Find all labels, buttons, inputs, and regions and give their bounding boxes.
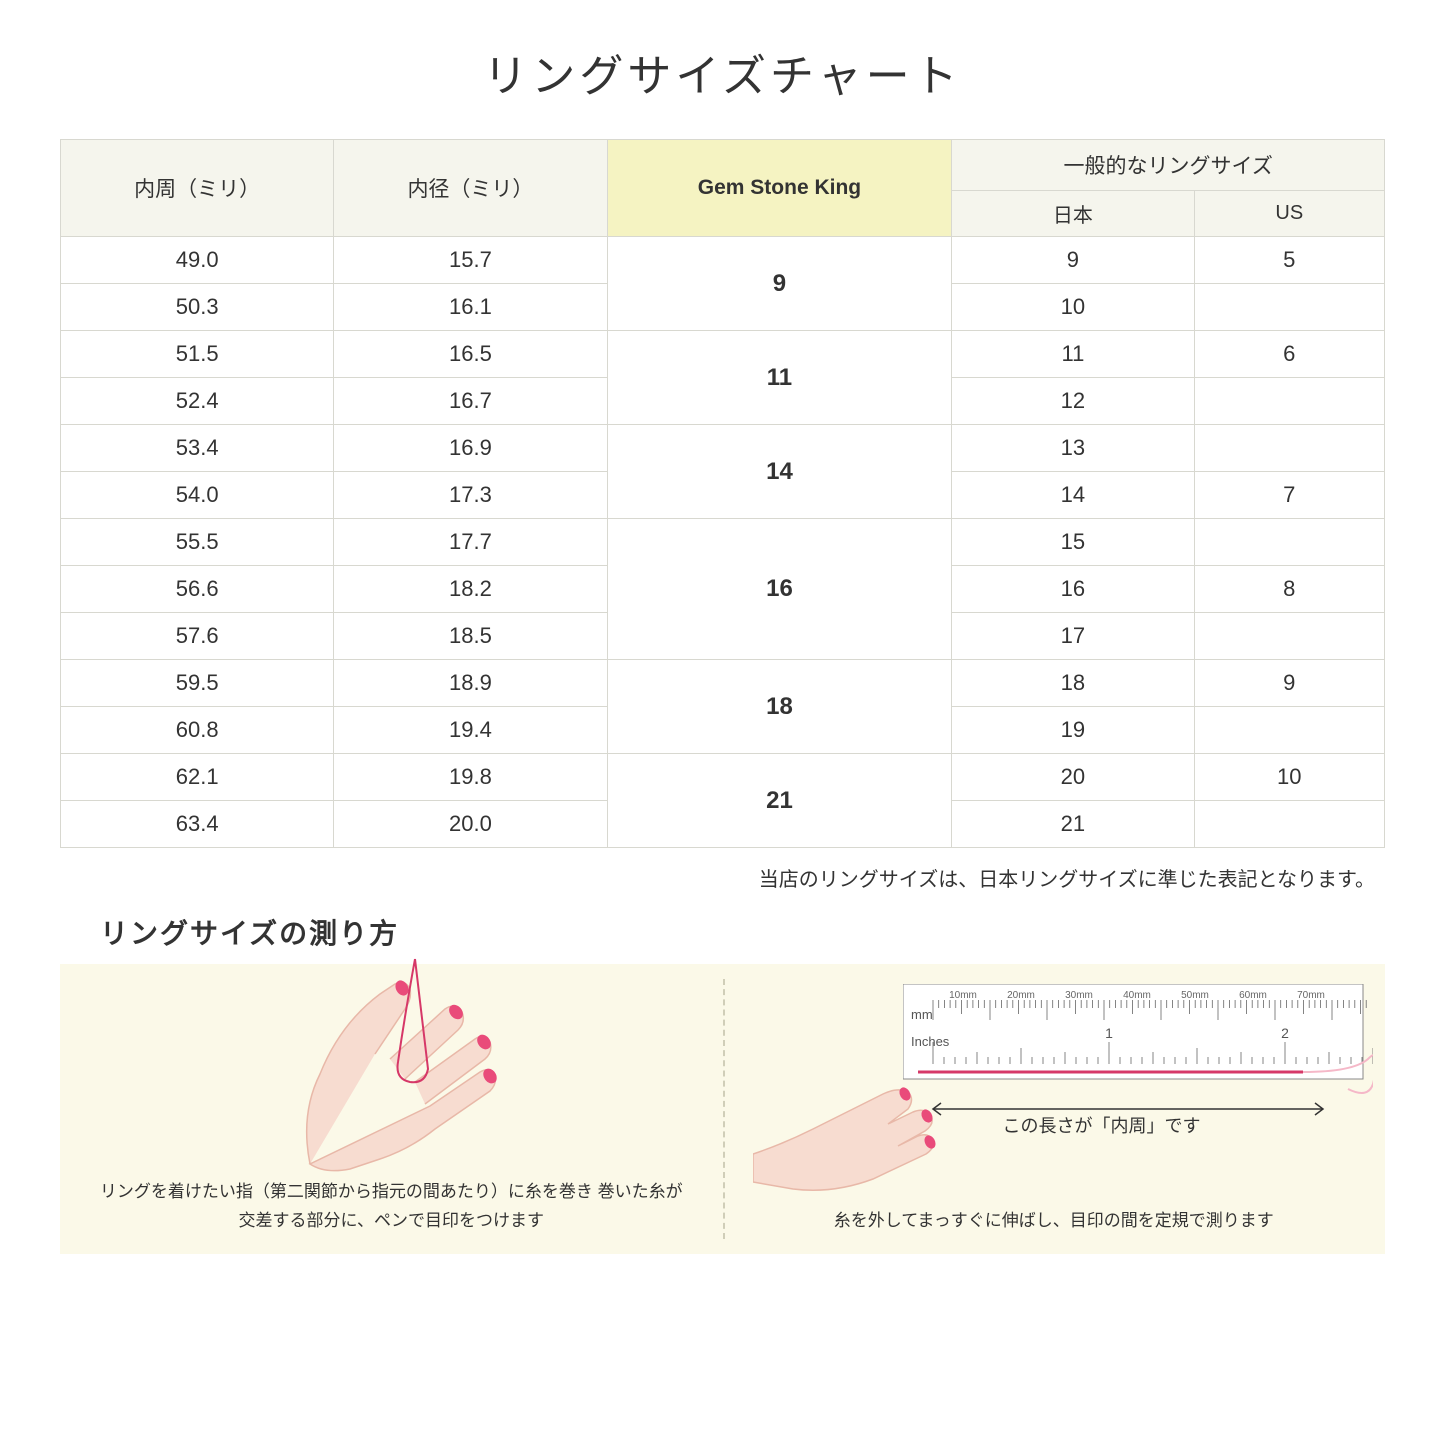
cell-gsk: 14 xyxy=(607,425,952,519)
svg-text:30mm: 30mm xyxy=(1065,990,1093,1001)
table-row: 55.517.71615 xyxy=(61,519,1385,566)
howto-right-panel: mm Inches 10mm 20mm 30mm 40mm 50mm 60mm 70mm 1… xyxy=(723,964,1386,1254)
size-chart-table: 内周（ミリ） 内径（ミリ） Gem Stone King 一般的なリングサイズ … xyxy=(60,139,1385,848)
cell-gsk: 11 xyxy=(607,331,952,425)
cell-japan: 19 xyxy=(952,707,1194,754)
svg-text:50mm: 50mm xyxy=(1181,990,1209,1001)
cell-japan: 20 xyxy=(952,754,1194,801)
cell-circumference: 49.0 xyxy=(61,237,334,284)
cell-gsk: 18 xyxy=(607,660,952,754)
svg-text:60mm: 60mm xyxy=(1239,990,1267,1001)
table-row: 59.518.918189 xyxy=(61,660,1385,707)
cell-circumference: 52.4 xyxy=(61,378,334,425)
ruler-mm-label: mm xyxy=(911,1007,933,1022)
cell-japan: 18 xyxy=(952,660,1194,707)
cell-circumference: 59.5 xyxy=(61,660,334,707)
cell-japan: 12 xyxy=(952,378,1194,425)
table-row: 49.015.7995 xyxy=(61,237,1385,284)
cell-gsk: 16 xyxy=(607,519,952,660)
svg-text:1: 1 xyxy=(1105,1025,1113,1041)
cell-japan: 11 xyxy=(952,331,1194,378)
cell-circumference: 54.0 xyxy=(61,472,334,519)
table-row: 51.516.511116 xyxy=(61,331,1385,378)
cell-us: 8 xyxy=(1194,566,1384,613)
cell-circumference: 50.3 xyxy=(61,284,334,331)
table-note: 当店のリングサイズは、日本リングサイズに準じた表記となります。 xyxy=(60,863,1385,892)
cell-japan: 21 xyxy=(952,801,1194,848)
cell-us xyxy=(1194,519,1384,566)
howto-infographic: リングを着けたい指（第二関節から指元の間あたり）に糸を巻き 巻いた糸が交差する部… xyxy=(60,964,1385,1254)
header-japan: 日本 xyxy=(952,191,1194,237)
cell-circumference: 53.4 xyxy=(61,425,334,472)
cell-diameter: 20.0 xyxy=(334,801,607,848)
cell-circumference: 63.4 xyxy=(61,801,334,848)
cell-diameter: 18.5 xyxy=(334,613,607,660)
howto-right-caption: 糸を外してまっすぐに伸ばし、目印の間を定規で測ります xyxy=(756,1207,1352,1236)
cell-diameter: 19.4 xyxy=(334,707,607,754)
cell-diameter: 16.9 xyxy=(334,425,607,472)
header-diameter: 内径（ミリ） xyxy=(334,140,607,237)
header-gsk: Gem Stone King xyxy=(607,140,952,237)
cell-circumference: 62.1 xyxy=(61,754,334,801)
cell-us: 10 xyxy=(1194,754,1384,801)
cell-us xyxy=(1194,707,1384,754)
cell-diameter: 17.3 xyxy=(334,472,607,519)
cell-us xyxy=(1194,425,1384,472)
svg-text:70mm: 70mm xyxy=(1297,990,1325,1001)
svg-text:2: 2 xyxy=(1281,1025,1289,1041)
cell-japan: 13 xyxy=(952,425,1194,472)
cell-diameter: 18.9 xyxy=(334,660,607,707)
cell-circumference: 55.5 xyxy=(61,519,334,566)
cell-us xyxy=(1194,378,1384,425)
cell-us: 7 xyxy=(1194,472,1384,519)
header-us: US xyxy=(1194,191,1384,237)
hand-wrap-illustration xyxy=(210,944,550,1184)
svg-text:10mm: 10mm xyxy=(949,990,977,1001)
howto-left-caption: リングを着けたい指（第二関節から指元の間あたり）に糸を巻き 巻いた糸が交差する部… xyxy=(93,1178,689,1236)
cell-circumference: 60.8 xyxy=(61,707,334,754)
cell-diameter: 19.8 xyxy=(334,754,607,801)
svg-text:40mm: 40mm xyxy=(1123,990,1151,1001)
cell-us: 6 xyxy=(1194,331,1384,378)
cell-japan: 15 xyxy=(952,519,1194,566)
cell-diameter: 16.7 xyxy=(334,378,607,425)
cell-circumference: 57.6 xyxy=(61,613,334,660)
ruler-inches-label: Inches xyxy=(911,1034,950,1049)
cell-gsk: 9 xyxy=(607,237,952,331)
table-row: 62.119.8212010 xyxy=(61,754,1385,801)
measure-label: この長さが「内周」です xyxy=(1003,1112,1201,1138)
cell-us xyxy=(1194,613,1384,660)
table-row: 53.416.91413 xyxy=(61,425,1385,472)
cell-diameter: 17.7 xyxy=(334,519,607,566)
ruler-illustration: mm Inches 10mm 20mm 30mm 40mm 50mm 60mm 70mm 1… xyxy=(903,984,1373,1094)
cell-diameter: 18.2 xyxy=(334,566,607,613)
cell-japan: 10 xyxy=(952,284,1194,331)
cell-us xyxy=(1194,801,1384,848)
cell-circumference: 51.5 xyxy=(61,331,334,378)
cell-us: 9 xyxy=(1194,660,1384,707)
cell-diameter: 16.1 xyxy=(334,284,607,331)
header-circumference: 内周（ミリ） xyxy=(61,140,334,237)
header-general: 一般的なリングサイズ xyxy=(952,140,1385,191)
cell-diameter: 15.7 xyxy=(334,237,607,284)
cell-us: 5 xyxy=(1194,237,1384,284)
cell-japan: 17 xyxy=(952,613,1194,660)
cell-circumference: 56.6 xyxy=(61,566,334,613)
cell-diameter: 16.5 xyxy=(334,331,607,378)
hand-measure-illustration xyxy=(753,1054,953,1194)
howto-left-panel: リングを着けたい指（第二関節から指元の間あたり）に糸を巻き 巻いた糸が交差する部… xyxy=(60,964,723,1254)
cell-japan: 14 xyxy=(952,472,1194,519)
cell-us xyxy=(1194,284,1384,331)
cell-japan: 16 xyxy=(952,566,1194,613)
page-title: リングサイズチャート xyxy=(60,40,1385,104)
cell-japan: 9 xyxy=(952,237,1194,284)
cell-gsk: 21 xyxy=(607,754,952,848)
svg-text:20mm: 20mm xyxy=(1007,990,1035,1001)
